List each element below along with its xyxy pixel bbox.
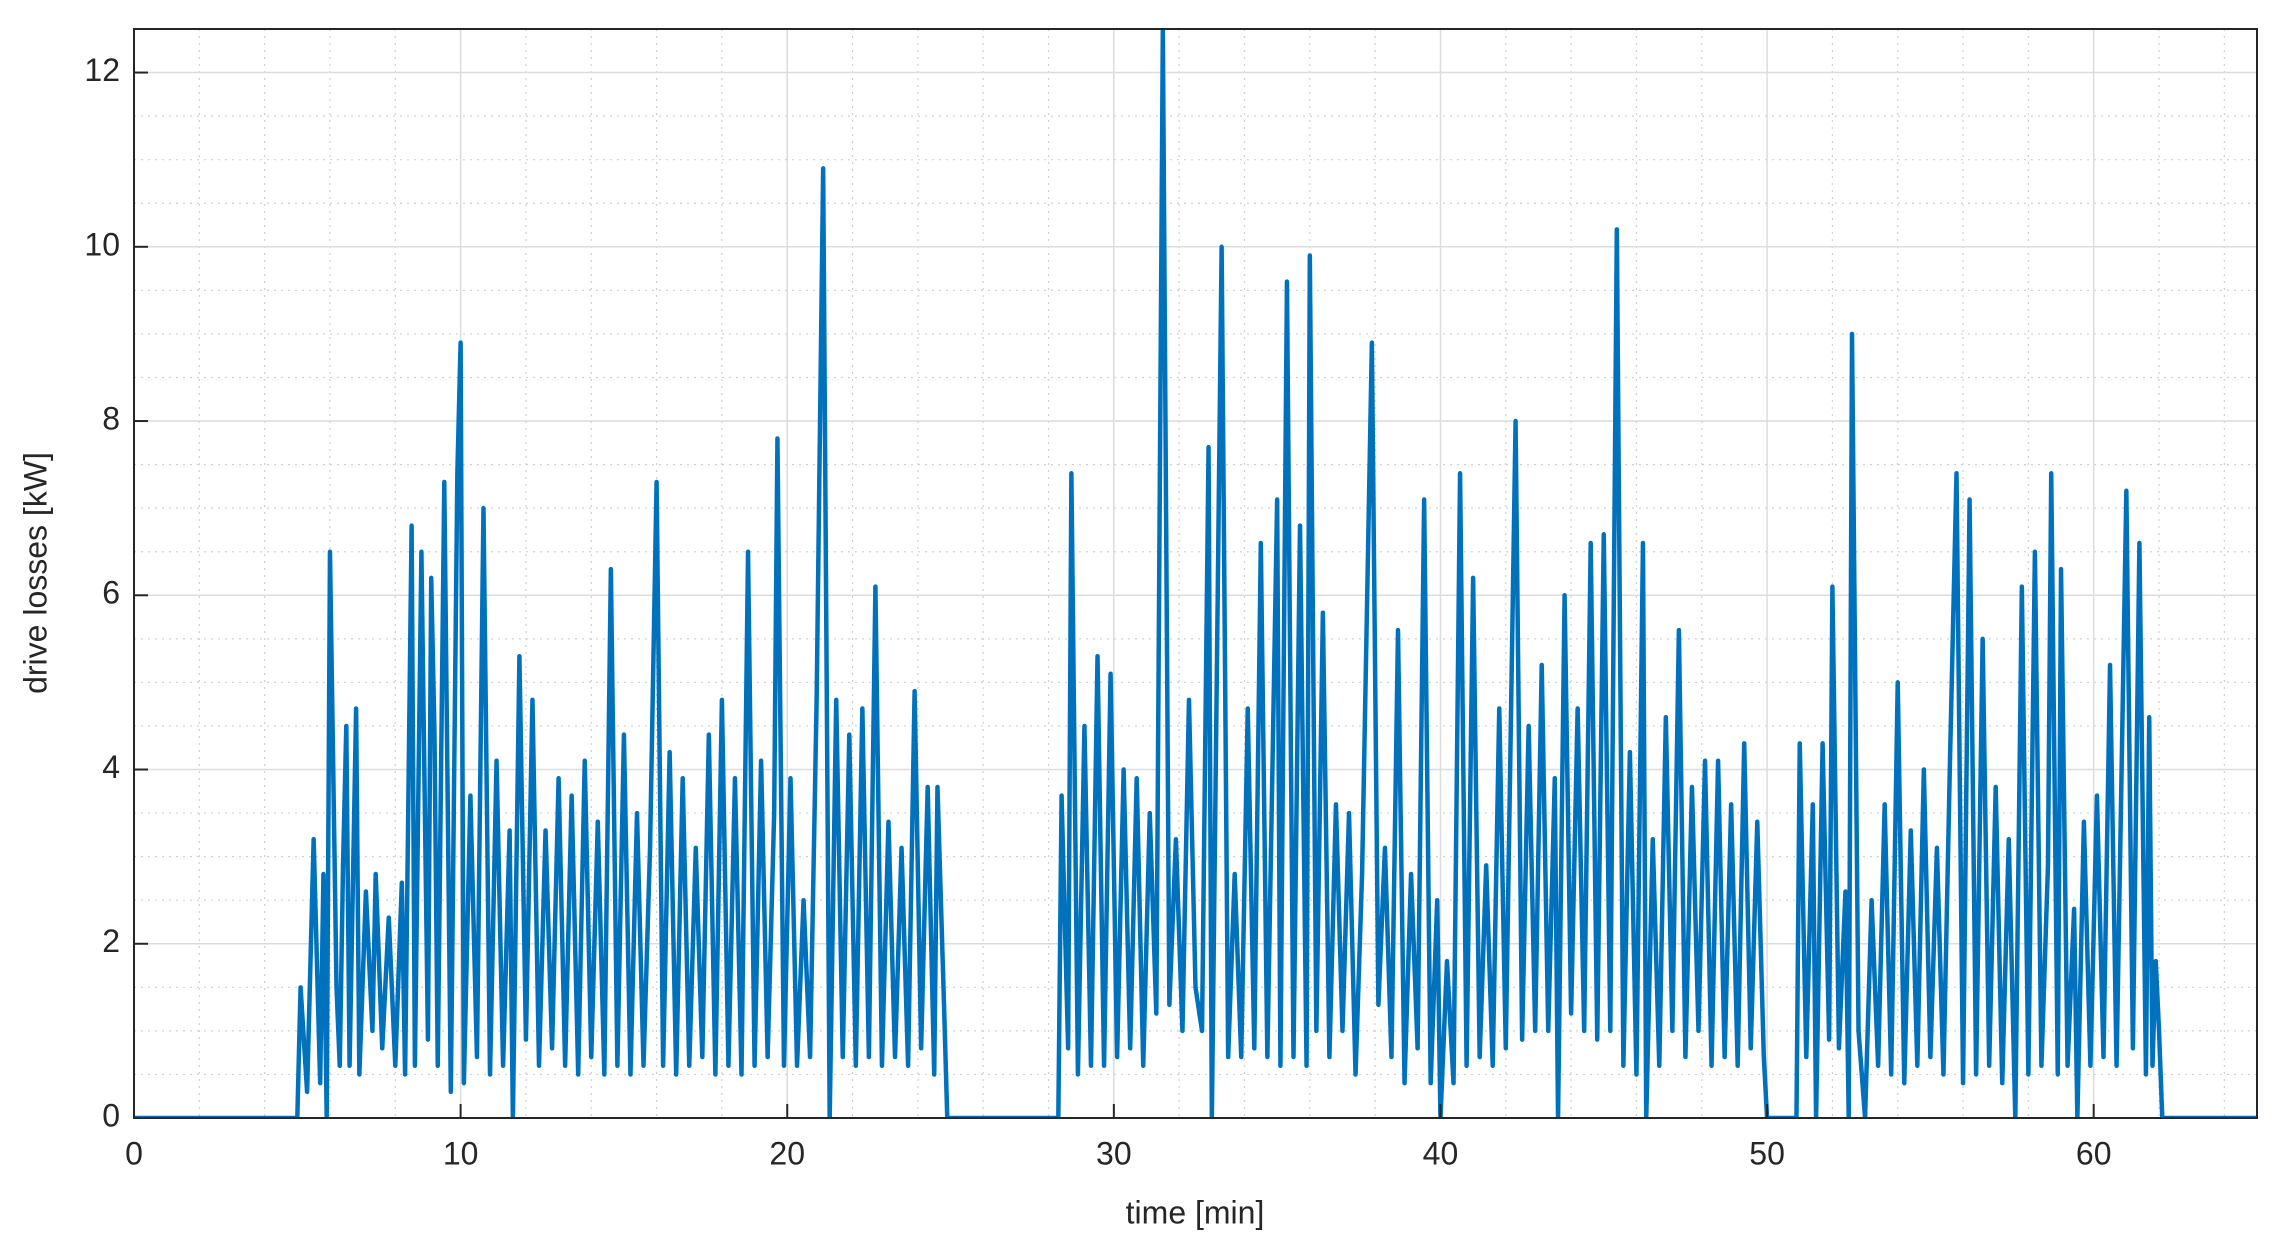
x-tick-label: 0 bbox=[125, 1135, 143, 1171]
axes-box bbox=[133, 28, 2258, 1119]
y-tick-label: 12 bbox=[84, 52, 120, 88]
y-tick-label: 8 bbox=[102, 400, 120, 436]
y-tick-label: 10 bbox=[84, 226, 120, 262]
data-line bbox=[134, 29, 2257, 1118]
x-tick-label: 10 bbox=[443, 1135, 479, 1171]
plot-lines bbox=[134, 29, 2257, 1118]
y-tick-label: 2 bbox=[102, 923, 120, 959]
y-tick-label: 4 bbox=[102, 749, 120, 785]
y-tick-label: 0 bbox=[102, 1097, 120, 1133]
x-tick-label: 30 bbox=[1096, 1135, 1132, 1171]
y-tick-label: 6 bbox=[102, 575, 120, 611]
labels: 0 10 20 30 40 50 60 0 2 4 6 8 10 12 bbox=[84, 52, 2111, 1171]
x-tick-label: 40 bbox=[1423, 1135, 1459, 1171]
y-axis-label: drive losses [kW] bbox=[17, 452, 53, 694]
x-tick-label: 60 bbox=[2076, 1135, 2112, 1171]
x-tick-label: 50 bbox=[1749, 1135, 1785, 1171]
x-tick-label: 20 bbox=[769, 1135, 805, 1171]
x-axis-label: time [min] bbox=[1126, 1194, 1265, 1230]
